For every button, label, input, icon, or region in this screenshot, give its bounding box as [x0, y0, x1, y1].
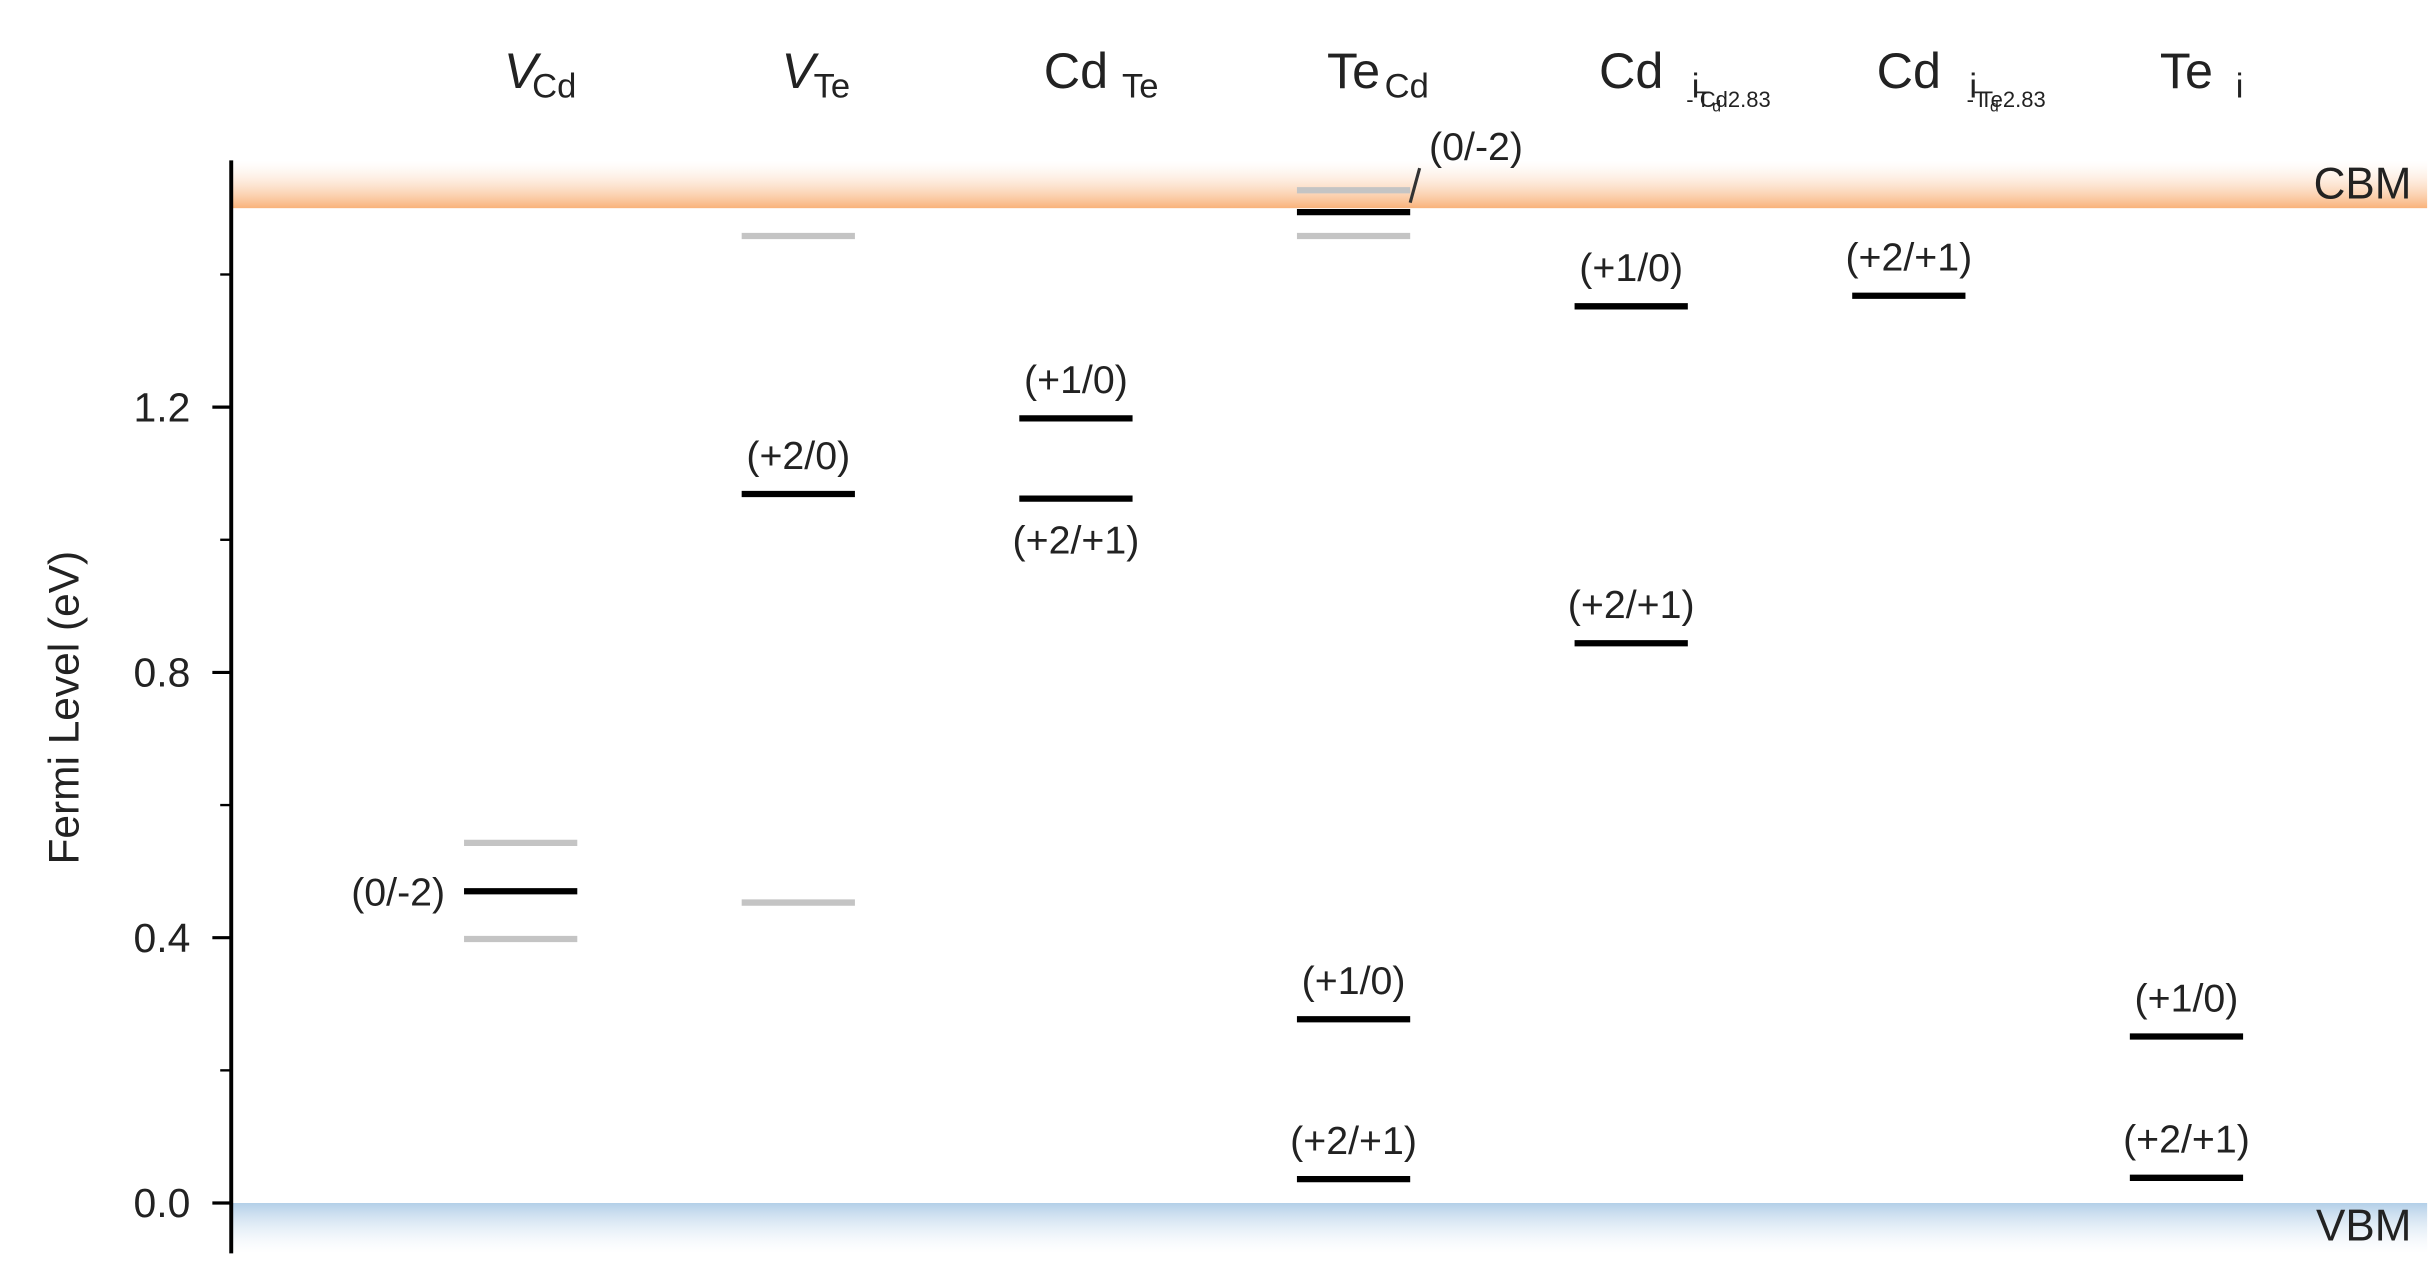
cbm-band: [231, 160, 2428, 209]
cbm-label: CBM: [2314, 160, 2412, 209]
defect-name: Cd Te: [1044, 42, 1159, 105]
defect-name-part: i: [1692, 68, 1700, 106]
label-leader: [1408, 167, 1422, 204]
defect-name-part: - Te2.83: [1960, 87, 2045, 112]
level-label: (0/-2): [351, 870, 445, 914]
defect-name: VTe: [782, 42, 851, 105]
defect-name: Cd iT d - Cd2.83: [1599, 42, 1771, 116]
defect-name-part: Cd: [1877, 42, 1941, 99]
y-tick-label: 0.4: [133, 915, 190, 961]
defect-name: VCd: [504, 42, 576, 105]
y-tick-label: 0.8: [133, 650, 190, 696]
defect-name-part: Cd: [1044, 42, 1108, 99]
level-label: (+1/0): [1579, 246, 1683, 290]
level-label: (+1/0): [1024, 358, 1128, 402]
level-label: (+1/0): [1302, 959, 1406, 1003]
level-label: (+1/0): [2135, 976, 2239, 1020]
level-label: (+2/+1): [1013, 519, 1140, 563]
defect-name-part: d: [1990, 99, 1999, 116]
y-axis-label: Fermi Level (eV): [41, 551, 88, 865]
vbm-band: [231, 1203, 2428, 1254]
level-label: (+2/0): [746, 434, 850, 478]
defect-name-part: T: [1697, 87, 1710, 112]
defect-name-part: V: [782, 42, 820, 99]
y-tick-label: 1.2: [133, 384, 190, 430]
defect-name-part: Te: [814, 68, 851, 106]
defect-name-part: T: [1974, 87, 1987, 112]
defect-name-part: Cd: [532, 68, 576, 106]
level-label: (+2/+1): [1290, 1119, 1417, 1163]
defect-name-part: V: [504, 42, 542, 99]
defect-name-part: Cd: [1599, 42, 1663, 99]
defect-name: Te Cd: [1327, 42, 1429, 105]
defect-name-part: i: [2236, 68, 2244, 106]
level-label: (+2/+1): [1568, 583, 1695, 627]
level-label: (+2/+1): [2123, 1118, 2250, 1162]
defect-name: Te i: [2160, 42, 2244, 105]
defect-name-part: - Cd2.83: [1680, 87, 1771, 112]
y-tick-label: 0.0: [133, 1180, 190, 1226]
defect-name-part: d: [1712, 99, 1721, 116]
defect-name-part: Cd: [1385, 68, 1429, 106]
level-label: (+2/+1): [1845, 236, 1972, 280]
defect-name-part: i: [1969, 68, 1977, 106]
defect-name-part: Te: [1122, 68, 1159, 106]
defect-name: Cd iT d - Te2.83: [1877, 42, 2046, 116]
level-label: (0/-2): [1429, 125, 1523, 169]
defect-name-part: Te: [2160, 42, 2213, 99]
defect-name-part: Te: [1327, 42, 1380, 99]
vbm-label: VBM: [2316, 1202, 2411, 1251]
